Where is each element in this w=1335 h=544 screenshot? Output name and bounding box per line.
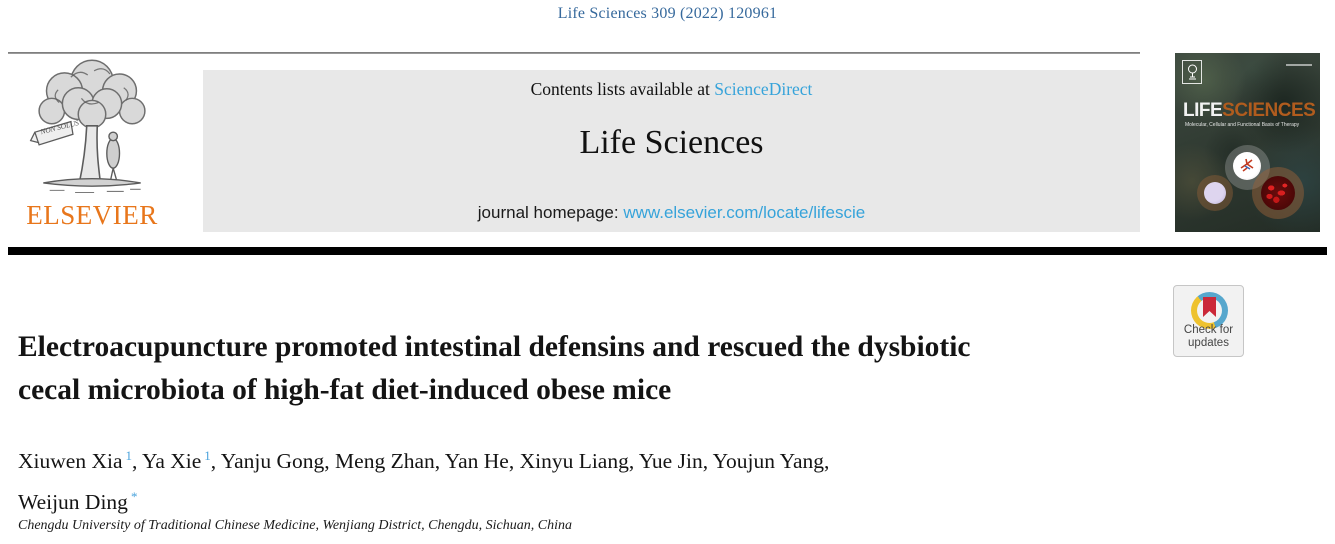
crossmark-bookmark-icon [1203,297,1216,317]
crossmark-ring-icon [1191,292,1228,329]
author-footnote-marker[interactable]: 1 [204,448,211,463]
badge-label-line2: updates [1188,337,1229,349]
badge-label: Check for updates [1174,324,1243,350]
article-title-line1: Electroacupuncture promoted intestinal d… [18,331,971,363]
author-list: Xiuwen Xia 1, Ya Xie 1, Yanju Gong, Meng Z… [18,438,1168,520]
author-name: Weijun Ding [18,490,128,515]
cover-micrograph-cells [1261,176,1295,210]
homepage-link[interactable]: www.elsevier.com/locate/lifescie [623,203,866,222]
homepage-prefix: journal homepage: [477,203,624,222]
journal-citation: Life Sciences 309 (2022) 120961 [557,5,778,22]
author-name: , Yanju Gong, Meng Zhan, Yan He, Xinyu L… [210,449,830,474]
section-divider-bar [8,247,1327,255]
journal-cover-image: LIFESCIENCES Molecular, Cellular and Fun… [1175,53,1320,232]
author-footnote-marker[interactable]: 1 [125,448,133,463]
header-divider [8,52,1140,54]
contents-line: Contents lists available at ScienceDirec… [203,79,1140,100]
cover-elsevier-logo [1182,60,1202,84]
cover-micrograph-neuron [1233,152,1261,180]
cover-micrograph-tissue [1204,182,1226,204]
badge-label-line1: Check for [1183,324,1234,336]
corresponding-author-marker[interactable]: * [130,489,138,505]
cover-tree-icon [1187,64,1197,79]
journal-title: Life Sciences [579,124,764,161]
homepage-line: journal homepage: www.elsevier.com/locat… [203,203,1140,223]
cover-title-life: LIFE [1183,100,1223,121]
contents-prefix: Contents lists available at [530,79,715,99]
cover-issue-text [1286,64,1312,66]
cover-title: LIFESCIENCES [1183,100,1316,122]
author-name: , Ya Xie [132,449,202,474]
elsevier-logo: NON SOLUS ELSEVIER [16,56,168,234]
sciencedirect-link[interactable]: ScienceDirect [714,79,813,99]
article-title: Electroacupuncture promoted intestinal d… [18,326,1168,412]
article-title-line2: cecal microbiota of high-fat diet-induce… [18,374,672,406]
masthead-box: Contents lists available at ScienceDirec… [203,70,1140,232]
author-name: Xiuwen Xia [18,449,123,474]
check-for-updates-badge[interactable]: Check for updates [1173,285,1244,357]
cover-title-sciences: SCIENCES [1222,100,1316,121]
elsevier-wordmark: ELSEVIER [26,200,158,230]
elsevier-tree-icon: NON SOLUS [29,59,146,194]
cover-subtitle: Molecular, Cellular and Functional Basis… [1185,122,1300,128]
affiliation: Chengdu University of Traditional Chines… [18,518,572,533]
